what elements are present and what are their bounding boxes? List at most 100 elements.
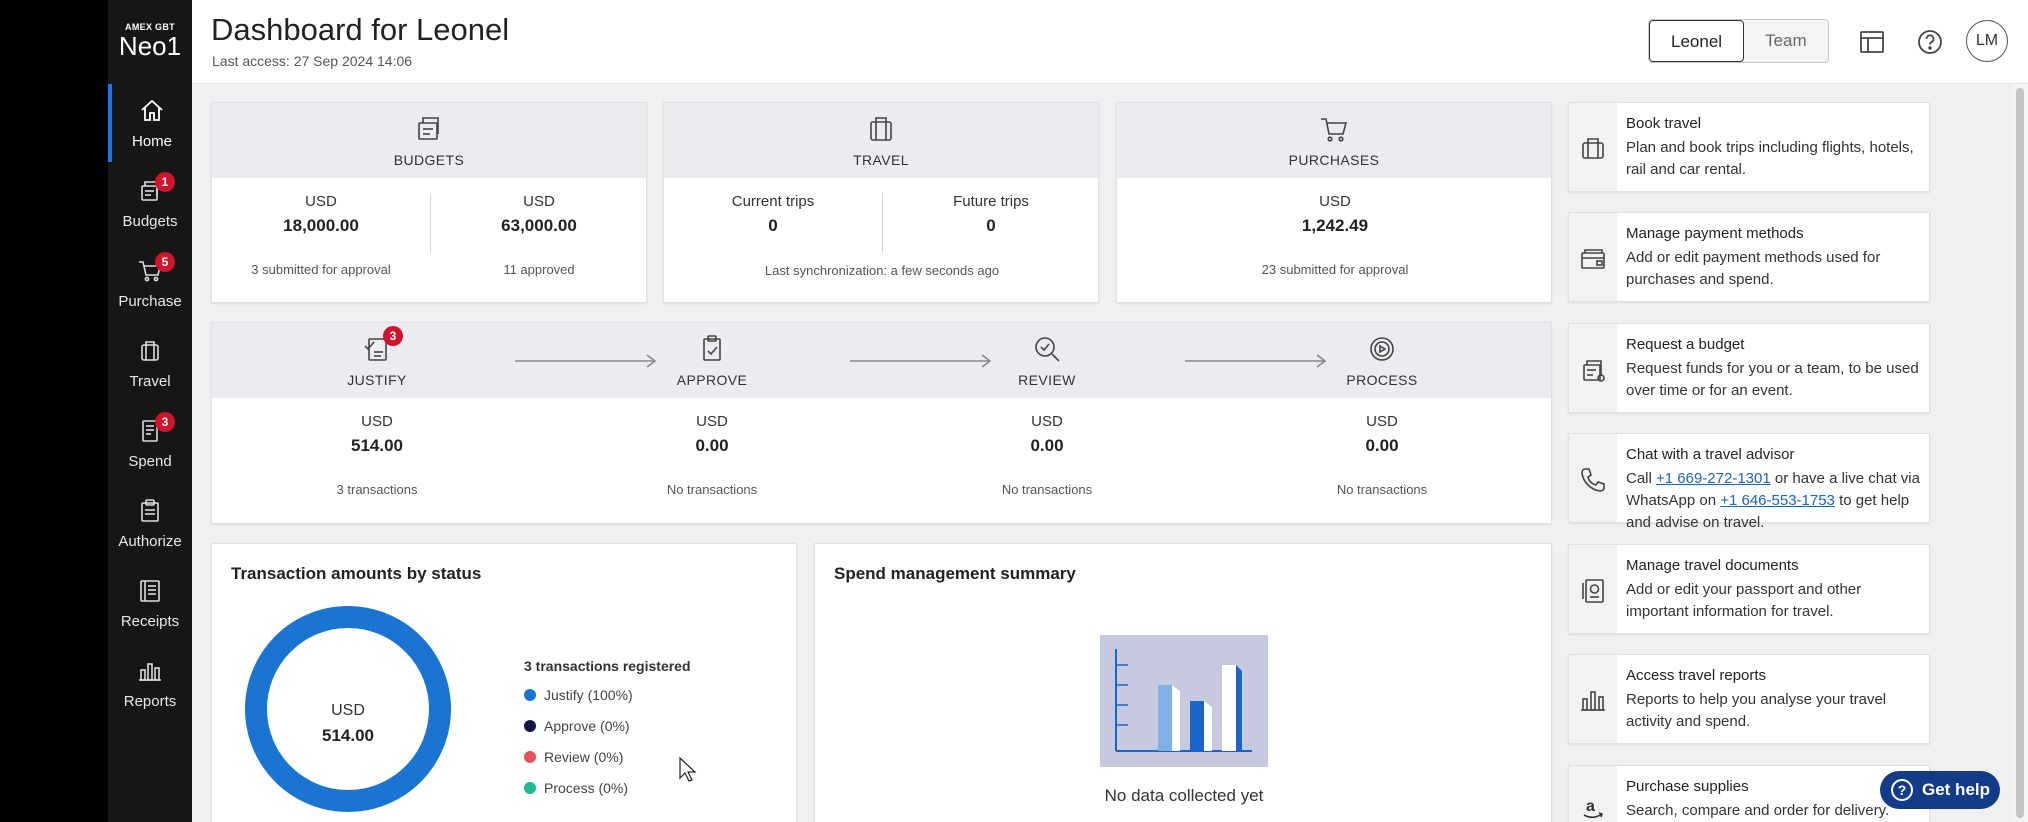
- suitcase-icon: [141, 341, 159, 361]
- approve-currency: USD: [696, 413, 728, 430]
- suitcase-icon: [870, 117, 892, 141]
- link-travel-documents[interactable]: Manage travel documents Add or edit your…: [1568, 544, 1930, 634]
- toggle-team[interactable]: Team: [1744, 20, 1828, 62]
- nav-reports-label: Reports: [123, 693, 177, 710]
- legend-approve[interactable]: Approve (0%): [524, 718, 630, 734]
- avatar[interactable]: LM: [1966, 20, 2008, 62]
- nav-home-label: Home: [131, 133, 172, 150]
- passport-icon: [1582, 579, 1604, 603]
- nav-authorize[interactable]: Authorize: [108, 484, 192, 562]
- nav-spend[interactable]: 3 Spend: [108, 404, 192, 482]
- process-icon: [1370, 337, 1394, 361]
- spend-empty-text: No data collected yet: [1104, 786, 1264, 805]
- chat-desc-pre: Call: [1626, 470, 1657, 487]
- phone-link-1[interactable]: +1 669-272-1301: [1656, 470, 1771, 487]
- budgets-right-note: 11 approved: [503, 262, 575, 277]
- review-currency: USD: [1031, 413, 1063, 430]
- legend-dot-process: [524, 782, 536, 794]
- amazon-icon: a: [1583, 798, 1604, 819]
- legend-title: 3 transactions registered: [524, 658, 691, 674]
- donut-chart[interactable]: [245, 606, 451, 812]
- link-chat-advisor[interactable]: Chat with a travel advisor Call +1 669-2…: [1568, 433, 1930, 531]
- phone-link-2[interactable]: +1 646-553-1753: [1720, 492, 1835, 509]
- nav-reports[interactable]: Reports: [108, 644, 192, 722]
- logo-big-text: Neo1: [118, 31, 182, 61]
- nav-purchase-badge: 5: [155, 252, 175, 272]
- step-justify[interactable]: 3 JUSTIFY: [277, 323, 477, 398]
- help-icon[interactable]: [1910, 22, 1950, 62]
- step-justify-title: JUSTIFY: [347, 372, 407, 388]
- donut-center-currency: USD: [331, 702, 365, 719]
- purchases-col: USD 1,242.49 23 submitted for approval: [1117, 193, 1553, 277]
- travel-title: TRAVEL: [853, 152, 909, 168]
- step-approve[interactable]: APPROVE: [612, 323, 812, 398]
- nav-travel[interactable]: Travel: [108, 324, 192, 402]
- request-budget-desc: Request funds for you or a team, to be u…: [1626, 360, 1919, 399]
- get-help-button[interactable]: ? Get help: [1880, 771, 2000, 809]
- suitcase-icon: [1582, 138, 1604, 159]
- process-values: USD 0.00 No transactions: [1282, 413, 1482, 497]
- travel-documents-desc: Add or edit your passport and other impo…: [1626, 581, 1862, 620]
- legend-process[interactable]: Process (0%): [524, 780, 628, 796]
- purchase-supplies-title: Purchase supplies: [1626, 778, 1749, 795]
- approve-note: No transactions: [666, 482, 758, 497]
- approve-values: USD 0.00 No transactions: [612, 413, 812, 497]
- purchases-currency: USD: [1319, 193, 1351, 210]
- bar-chart-icon: [1581, 691, 1605, 711]
- view-toggle: Leonel Team: [1648, 19, 1829, 63]
- link-payment-methods[interactable]: Manage payment methods Add or edit payme…: [1568, 212, 1930, 302]
- nav-purchase-label: Purchase: [118, 293, 182, 310]
- budgets-left-col: USD 18,000.00 3 submitted for approval: [212, 193, 430, 277]
- justify-values: USD 514.00 3 transactions: [277, 413, 477, 497]
- payment-methods-desc: Add or edit payment methods used for pur…: [1626, 249, 1881, 288]
- help-circle-icon: ?: [1891, 779, 1913, 801]
- process-note: No transactions: [1336, 482, 1428, 497]
- travel-current-col: Current trips 0: [664, 193, 882, 236]
- request-budget-icon-box: [1569, 324, 1617, 412]
- budgets-left-note: 3 submitted for approval: [251, 262, 391, 277]
- purchase-supplies-desc: Search, compare and order for delivery.: [1626, 802, 1890, 819]
- review-amount: 0.00: [1030, 436, 1064, 455]
- link-purchase-supplies[interactable]: a Purchase supplies Search, compare and …: [1568, 765, 1930, 822]
- chat-advisor-desc: Call +1 669-272-1301 or have a live chat…: [1626, 468, 1922, 534]
- nav-home[interactable]: Home: [108, 84, 192, 162]
- travel-card-header: TRAVEL: [664, 103, 1098, 178]
- spend-summary-title: Spend management summary: [834, 564, 1076, 583]
- logo[interactable]: AMEX GBT Neo1: [108, 22, 192, 59]
- current-trips-value: 0: [768, 216, 778, 235]
- link-book-travel[interactable]: Book travel Plan and book trips includin…: [1568, 102, 1930, 192]
- step-review[interactable]: REVIEW: [947, 323, 1147, 398]
- nav-budgets[interactable]: 1 Budgets: [108, 164, 192, 242]
- link-request-budget[interactable]: Request a budget Request funds for you o…: [1568, 323, 1930, 413]
- legend-review[interactable]: Review (0%): [524, 749, 623, 765]
- travel-documents-icon-box: [1569, 545, 1617, 633]
- travel-sync-note: Last synchronization: a few seconds ago: [764, 263, 1000, 278]
- nav-receipts[interactable]: Receipts: [108, 564, 192, 642]
- toggle-leonel[interactable]: Leonel: [1649, 20, 1745, 62]
- legend-justify[interactable]: Justify (100%): [524, 687, 633, 703]
- purchases-amount: 1,242.49: [1301, 216, 1369, 235]
- purchase-supplies-icon-box: a: [1569, 766, 1617, 822]
- layout-icon[interactable]: [1852, 22, 1892, 62]
- travel-reports-icon-box: [1569, 655, 1617, 743]
- chat-desc-mid: or have a live chat via WhatsApp on: [1626, 470, 1920, 509]
- travel-reports-desc: Reports to help you analyse your travel …: [1626, 691, 1887, 730]
- payment-methods-title: Manage payment methods: [1626, 225, 1804, 242]
- nav-purchase[interactable]: 5 Purchase: [108, 244, 192, 322]
- budget-request-icon: [1583, 360, 1605, 382]
- process-currency: USD: [1366, 413, 1398, 430]
- budgets-right-currency: USD: [523, 193, 555, 210]
- review-values: USD 0.00 No transactions: [947, 413, 1147, 497]
- legend-approve-label: Approve (0%): [544, 718, 630, 734]
- scrollbar-thumb[interactable]: [2016, 88, 2024, 818]
- budgets-card[interactable]: BUDGETS USD 18,000.00 3 submitted for ap…: [211, 102, 647, 303]
- link-travel-reports[interactable]: Access travel reports Reports to help yo…: [1568, 654, 1930, 744]
- bar-chart-icon: [139, 663, 161, 681]
- purchases-card[interactable]: PURCHASES USD 1,242.49 23 submitted for …: [1116, 102, 1552, 303]
- page-scrollbar[interactable]: [2012, 84, 2028, 822]
- future-trips-value: 0: [986, 216, 996, 235]
- travel-card[interactable]: TRAVEL Current trips 0 Future trips 0 La…: [663, 102, 1099, 303]
- budget-icon: [418, 117, 439, 140]
- step-process[interactable]: PROCESS: [1282, 323, 1482, 398]
